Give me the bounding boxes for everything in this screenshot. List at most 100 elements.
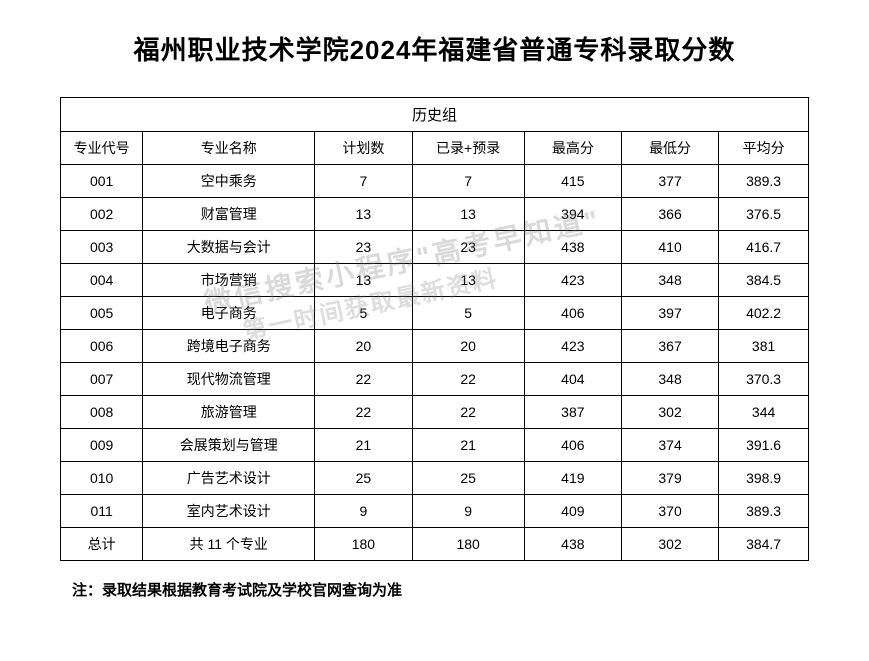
cell-total-name: 共 11 个专业	[143, 528, 315, 561]
cell-avg: 384.5	[719, 264, 809, 297]
cell-plan: 22	[315, 363, 412, 396]
col-header-plan: 计划数	[315, 132, 412, 165]
cell-name: 市场营销	[143, 264, 315, 297]
cell-plan: 25	[315, 462, 412, 495]
cell-avg: 381	[719, 330, 809, 363]
cell-admitted: 22	[412, 396, 524, 429]
cell-total-avg: 384.7	[719, 528, 809, 561]
cell-plan: 5	[315, 297, 412, 330]
cell-max: 415	[524, 165, 621, 198]
col-header-admitted: 已录+预录	[412, 132, 524, 165]
cell-min: 348	[621, 264, 718, 297]
cell-max: 438	[524, 231, 621, 264]
cell-max: 406	[524, 297, 621, 330]
table-row: 006跨境电子商务2020423367381	[61, 330, 809, 363]
cell-total-admitted: 180	[412, 528, 524, 561]
cell-name: 旅游管理	[143, 396, 315, 429]
cell-code: 006	[61, 330, 143, 363]
cell-code: 002	[61, 198, 143, 231]
cell-name: 广告艺术设计	[143, 462, 315, 495]
col-header-min: 最低分	[621, 132, 718, 165]
cell-min: 397	[621, 297, 718, 330]
table-row-total: 总计共 11 个专业180180438302384.7	[61, 528, 809, 561]
cell-admitted: 21	[412, 429, 524, 462]
cell-max: 423	[524, 330, 621, 363]
table-row: 005电子商务55406397402.2	[61, 297, 809, 330]
cell-admitted: 13	[412, 264, 524, 297]
col-header-max: 最高分	[524, 132, 621, 165]
table-row: 009会展策划与管理2121406374391.6	[61, 429, 809, 462]
cell-plan: 13	[315, 198, 412, 231]
cell-code: 010	[61, 462, 143, 495]
table-body: 001空中乘务77415377389.3002财富管理1313394366376…	[61, 165, 809, 561]
cell-min: 366	[621, 198, 718, 231]
cell-avg: 389.3	[719, 495, 809, 528]
cell-min: 377	[621, 165, 718, 198]
footer-note: 注：录取结果根据教育考试院及学校官网查询为准	[72, 579, 809, 600]
cell-code: 007	[61, 363, 143, 396]
cell-admitted: 13	[412, 198, 524, 231]
cell-max: 387	[524, 396, 621, 429]
table-row: 002财富管理1313394366376.5	[61, 198, 809, 231]
cell-name: 跨境电子商务	[143, 330, 315, 363]
admission-scores-table: 历史组 专业代号 专业名称 计划数 已录+预录 最高分 最低分 平均分 001空…	[60, 97, 809, 561]
col-header-code: 专业代号	[61, 132, 143, 165]
table-row: 004市场营销1313423348384.5	[61, 264, 809, 297]
cell-avg: 402.2	[719, 297, 809, 330]
cell-admitted: 9	[412, 495, 524, 528]
column-header-row: 专业代号 专业名称 计划数 已录+预录 最高分 最低分 平均分	[61, 132, 809, 165]
cell-admitted: 25	[412, 462, 524, 495]
cell-avg: 416.7	[719, 231, 809, 264]
cell-avg: 398.9	[719, 462, 809, 495]
cell-max: 394	[524, 198, 621, 231]
table-row: 001空中乘务77415377389.3	[61, 165, 809, 198]
cell-admitted: 7	[412, 165, 524, 198]
cell-admitted: 5	[412, 297, 524, 330]
cell-plan: 9	[315, 495, 412, 528]
cell-avg: 391.6	[719, 429, 809, 462]
cell-code: 001	[61, 165, 143, 198]
cell-plan: 22	[315, 396, 412, 429]
table-row: 011室内艺术设计99409370389.3	[61, 495, 809, 528]
cell-min: 370	[621, 495, 718, 528]
cell-name: 室内艺术设计	[143, 495, 315, 528]
cell-code: 004	[61, 264, 143, 297]
cell-max: 419	[524, 462, 621, 495]
group-header: 历史组	[61, 98, 809, 132]
cell-max: 406	[524, 429, 621, 462]
cell-plan: 20	[315, 330, 412, 363]
cell-name: 现代物流管理	[143, 363, 315, 396]
cell-max: 404	[524, 363, 621, 396]
page-title: 福州职业技术学院2024年福建省普通专科录取分数	[60, 30, 809, 67]
cell-name: 空中乘务	[143, 165, 315, 198]
cell-max: 409	[524, 495, 621, 528]
col-header-avg: 平均分	[719, 132, 809, 165]
table-row: 010广告艺术设计2525419379398.9	[61, 462, 809, 495]
cell-min: 302	[621, 396, 718, 429]
cell-name: 财富管理	[143, 198, 315, 231]
cell-plan: 7	[315, 165, 412, 198]
cell-total-min: 302	[621, 528, 718, 561]
cell-avg: 344	[719, 396, 809, 429]
cell-name: 电子商务	[143, 297, 315, 330]
col-header-name: 专业名称	[143, 132, 315, 165]
cell-plan: 21	[315, 429, 412, 462]
cell-admitted: 20	[412, 330, 524, 363]
cell-plan: 13	[315, 264, 412, 297]
cell-min: 348	[621, 363, 718, 396]
cell-min: 410	[621, 231, 718, 264]
cell-total-code: 总计	[61, 528, 143, 561]
cell-code: 005	[61, 297, 143, 330]
cell-admitted: 23	[412, 231, 524, 264]
cell-code: 009	[61, 429, 143, 462]
cell-total-max: 438	[524, 528, 621, 561]
table-row: 003大数据与会计2323438410416.7	[61, 231, 809, 264]
cell-code: 011	[61, 495, 143, 528]
table-row: 008旅游管理2222387302344	[61, 396, 809, 429]
table-row: 007现代物流管理2222404348370.3	[61, 363, 809, 396]
cell-admitted: 22	[412, 363, 524, 396]
cell-name: 大数据与会计	[143, 231, 315, 264]
cell-plan: 23	[315, 231, 412, 264]
cell-min: 367	[621, 330, 718, 363]
cell-avg: 376.5	[719, 198, 809, 231]
